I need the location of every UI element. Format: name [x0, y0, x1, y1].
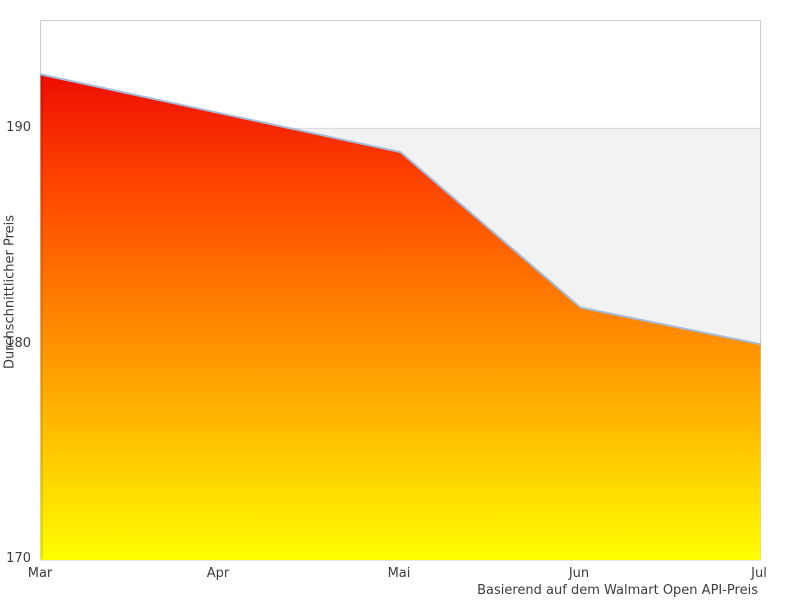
- area-fill: [40, 74, 761, 561]
- x-tick-label-mar: Mar: [27, 566, 53, 581]
- x-tick-label-mai: Mai: [387, 566, 411, 581]
- x-tick-label-jun: Jun: [568, 566, 590, 581]
- y-tick-label-190: 190: [6, 120, 31, 135]
- y-tick-label-170: 170: [6, 551, 31, 566]
- price-line: [39, 73, 762, 346]
- chart-caption: Basierend auf dem Walmart Open API-Preis: [477, 583, 758, 598]
- y-axis-title: Durchschnittlicher Preis: [2, 214, 18, 370]
- x-tick-label-apr: Apr: [206, 566, 230, 581]
- x-tick-label-jul: Jul: [751, 566, 767, 581]
- y-tick-label-180: 180: [6, 336, 31, 351]
